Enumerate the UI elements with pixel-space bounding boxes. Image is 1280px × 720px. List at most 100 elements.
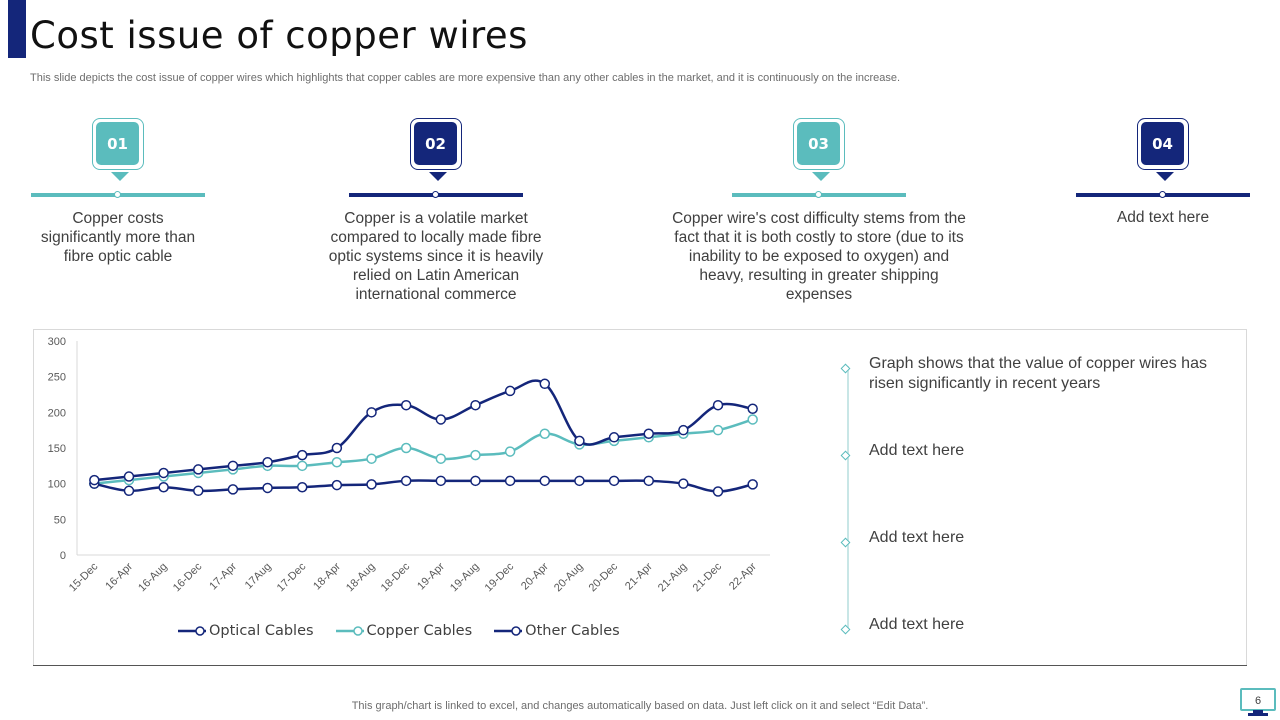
point-optical-cables-2 bbox=[158, 467, 169, 479]
point-optical-cables-5 bbox=[262, 457, 273, 468]
legend-swatch-other-cables bbox=[494, 626, 523, 636]
point-copper-cables-12 bbox=[504, 446, 516, 457]
step-3-pointer bbox=[812, 172, 830, 181]
point-optical-cables-17 bbox=[678, 424, 689, 436]
point-copper-cables-11 bbox=[470, 449, 481, 461]
point-other-cables-1 bbox=[123, 485, 135, 497]
y-tick-label-5: 250 bbox=[48, 372, 66, 384]
point-optical-cables-11 bbox=[470, 399, 481, 411]
point-other-cables-3 bbox=[193, 485, 204, 497]
x-tick-label-4: 17-Apr bbox=[207, 560, 239, 592]
point-optical-cables-9 bbox=[400, 399, 412, 411]
series-line-other-cables bbox=[94, 479, 753, 493]
point-optical-cables-3 bbox=[193, 464, 204, 475]
point-optical-cables-16 bbox=[643, 428, 654, 439]
point-copper-cables-19 bbox=[747, 414, 758, 425]
step-2-badge-frame: 02 bbox=[410, 118, 462, 170]
point-other-cables-15 bbox=[608, 475, 620, 487]
point-copper-cables-8 bbox=[366, 453, 377, 464]
legend-swatch-copper-cables bbox=[335, 626, 364, 636]
x-tick-label-1: 16-Apr bbox=[103, 560, 135, 592]
chart-legend: Optical Cables Copper Cables Other Cables bbox=[178, 621, 642, 641]
point-other-cables-9 bbox=[400, 475, 412, 487]
point-optical-cables-10 bbox=[435, 414, 447, 425]
point-optical-cables-6 bbox=[296, 449, 308, 461]
page-number-badge: 6 bbox=[1240, 688, 1276, 716]
monitor-stand-icon bbox=[1253, 710, 1263, 713]
legend-item-copper-cables: Copper Cables bbox=[335, 623, 473, 639]
note-1-text: Graph shows that the value of copper wir… bbox=[869, 355, 1207, 392]
point-optical-cables-8 bbox=[366, 407, 377, 418]
x-tick-label-9: 18-Dec bbox=[379, 560, 413, 594]
y-tick-label-4: 200 bbox=[48, 407, 66, 419]
x-tick-label-2: 16-Aug bbox=[136, 561, 170, 595]
point-optical-cables-19 bbox=[747, 403, 758, 415]
point-optical-cables-14 bbox=[574, 435, 585, 447]
step-2-pointer bbox=[429, 172, 447, 181]
point-optical-cables-1 bbox=[123, 471, 135, 482]
point-other-cables-16 bbox=[643, 475, 654, 487]
x-tick-label-7: 18-Apr bbox=[311, 560, 343, 592]
step-4-badge-frame: 04 bbox=[1137, 118, 1189, 170]
point-optical-cables-15 bbox=[608, 432, 620, 443]
legend-label-other-cables: Other Cables bbox=[525, 623, 620, 639]
notes-timeline-line bbox=[847, 366, 849, 628]
step-3-text: Copper wire's cost difficulty stems from… bbox=[672, 210, 966, 303]
step-1-pointer bbox=[111, 172, 129, 181]
series-line-optical-cables bbox=[94, 379, 753, 482]
point-other-cables-19 bbox=[747, 479, 758, 490]
step-2-badge: 02 bbox=[414, 122, 457, 165]
point-other-cables-10 bbox=[435, 475, 447, 487]
x-tick-label-0: 15-Dec bbox=[67, 560, 101, 594]
point-copper-cables-18 bbox=[712, 424, 724, 436]
page-title: Cost issue of copper wires bbox=[30, 14, 528, 57]
step-1-badge-frame: 01 bbox=[92, 118, 144, 170]
legend-label-copper-cables: Copper Cables bbox=[366, 623, 473, 639]
x-tick-label-19: 22-Apr bbox=[727, 560, 759, 592]
point-optical-cables-18 bbox=[712, 399, 724, 411]
x-tick-label-3: 16-Dec bbox=[171, 560, 205, 594]
y-tick-label-2: 100 bbox=[48, 479, 66, 491]
point-other-cables-7 bbox=[331, 479, 343, 491]
x-tick-label-6: 17-Dec bbox=[275, 560, 309, 594]
chart-frame bbox=[33, 329, 1247, 666]
x-tick-label-10: 19-Apr bbox=[415, 560, 447, 592]
step-2-dot bbox=[432, 191, 439, 198]
title-accent-bar bbox=[8, 0, 26, 58]
footer-note: This graph/chart is linked to excel, and… bbox=[351, 700, 929, 712]
legend-label-optical-cables: Optical Cables bbox=[209, 623, 314, 639]
x-tick-label-17: 21-Aug bbox=[656, 561, 690, 595]
point-other-cables-14 bbox=[574, 475, 585, 487]
series-line-copper-cables bbox=[94, 418, 754, 485]
step-4-dot bbox=[1159, 191, 1166, 198]
x-tick-label-15: 20-Dec bbox=[587, 560, 621, 594]
monitor-base-icon bbox=[1248, 713, 1268, 716]
x-tick-label-14: 20-Aug bbox=[552, 561, 586, 595]
point-other-cables-4 bbox=[227, 484, 239, 495]
point-optical-cables-13 bbox=[539, 378, 551, 390]
y-tick-label-6: 300 bbox=[48, 336, 66, 348]
page-subtitle: This slide depicts the cost issue of cop… bbox=[30, 72, 901, 84]
x-tick-label-12: 19-Dec bbox=[483, 560, 517, 594]
note-2-text: Add text here bbox=[869, 442, 965, 459]
legend-item-other-cables: Other Cables bbox=[494, 623, 620, 639]
step-2-text: Copper is a volatile market compared to … bbox=[328, 210, 544, 303]
chart-frame-bottom-border bbox=[33, 664, 1247, 666]
legend-item-optical-cables: Optical Cables bbox=[178, 623, 314, 639]
point-other-cables-18 bbox=[712, 486, 724, 497]
point-copper-cables-9 bbox=[400, 442, 412, 454]
point-other-cables-6 bbox=[296, 481, 308, 493]
point-other-cables-5 bbox=[262, 482, 273, 494]
point-optical-cables-12 bbox=[504, 385, 516, 397]
y-tick-label-0: 0 bbox=[60, 550, 66, 562]
x-tick-label-5: 17Aug bbox=[243, 561, 274, 592]
note-4-text: Add text here bbox=[869, 616, 965, 633]
point-copper-cables-6 bbox=[296, 460, 308, 472]
point-other-cables-11 bbox=[470, 475, 481, 487]
point-other-cables-12 bbox=[504, 475, 516, 487]
page-number: 6 bbox=[1255, 695, 1261, 707]
point-other-cables-2 bbox=[158, 481, 169, 493]
point-optical-cables-7 bbox=[331, 442, 343, 454]
step-4-pointer bbox=[1156, 172, 1174, 181]
